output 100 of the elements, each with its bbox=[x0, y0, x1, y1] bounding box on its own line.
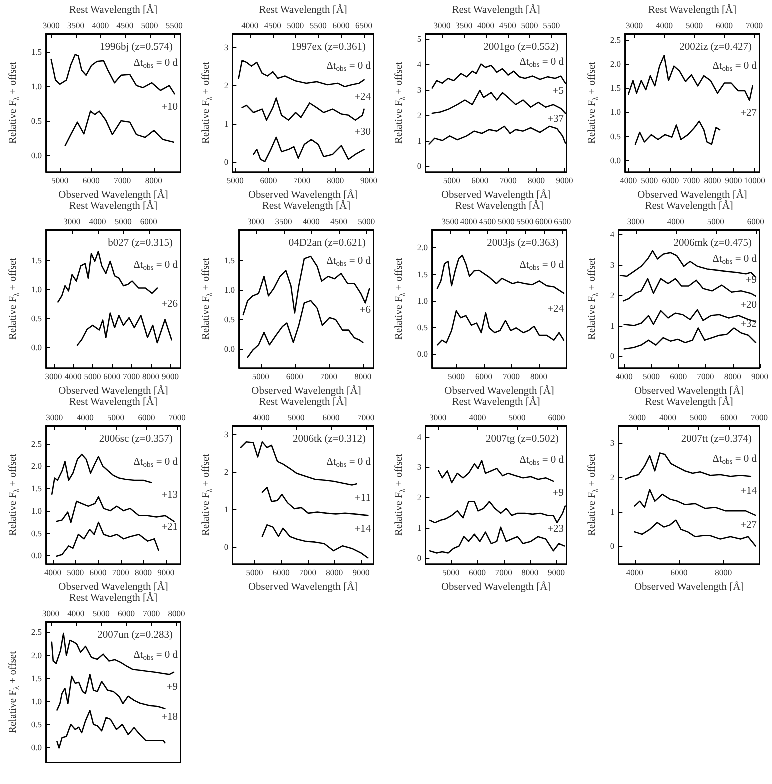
y-tick-label: 0.5 bbox=[610, 131, 622, 142]
x2-tick-label: 4500 bbox=[499, 20, 516, 30]
x2-axis-title: Rest Wavelength [Å] bbox=[645, 200, 734, 212]
text: 2007tg (z=0.502) bbox=[486, 434, 560, 445]
y-tick-label: 0 bbox=[224, 542, 229, 552]
x-tick-label: 6000 bbox=[475, 372, 492, 382]
annotation: Δt$_{obs}$ = 0 d bbox=[326, 456, 371, 469]
text: 2001go (z=0.552) bbox=[484, 42, 560, 53]
y-tick-label: 2.5 bbox=[31, 627, 42, 638]
x-tick-label: 7000 bbox=[502, 372, 520, 382]
y-tick-label: 4 bbox=[417, 432, 422, 442]
text: 2003js (z=0.363) bbox=[487, 238, 560, 249]
x-tick-label: 7000 bbox=[123, 372, 140, 382]
x-tick-label: 8000 bbox=[145, 176, 162, 186]
y-tick-label: 1.0 bbox=[31, 284, 42, 294]
line-series bbox=[634, 120, 721, 146]
annotation: +30 bbox=[354, 126, 371, 138]
x-tick-label: 4000 bbox=[616, 372, 633, 382]
x2-tick-label: 6000 bbox=[720, 412, 738, 422]
x2-tick-label: 4000 bbox=[477, 20, 494, 30]
annotation: +5 bbox=[552, 86, 564, 98]
x-tick-label: 9000 bbox=[352, 568, 370, 578]
line-series bbox=[76, 312, 173, 346]
annotation: +13 bbox=[162, 489, 178, 501]
x-axis-title: Observed Wavelength [Å] bbox=[638, 189, 748, 201]
x-tick-label: 9000 bbox=[548, 568, 565, 578]
annotation: Δt$_{obs}$ = 0 d bbox=[134, 650, 178, 662]
y-tick-label: 0.0 bbox=[31, 550, 42, 561]
x-tick-label: 8000 bbox=[704, 176, 722, 186]
y-tick-label: 0.0 bbox=[224, 344, 236, 354]
y-tick-label: 1.0 bbox=[31, 696, 42, 707]
line-series bbox=[634, 489, 756, 516]
x2-tick-label: 3000 bbox=[627, 216, 644, 226]
text: b027 (z=0.315) bbox=[108, 238, 174, 249]
x-tick-label: 9000 bbox=[158, 568, 175, 578]
x2-tick-label: 4000 bbox=[302, 216, 320, 226]
y-tick-label: 2 bbox=[417, 492, 422, 502]
y-tick-label: 3 bbox=[224, 42, 229, 53]
x-tick-label: 6000 bbox=[662, 176, 680, 186]
line-series bbox=[51, 632, 175, 676]
y-tick-label: 0 bbox=[417, 553, 422, 564]
line-series bbox=[624, 328, 757, 350]
x-tick-label: 6000 bbox=[118, 608, 135, 618]
x2-tick-label: 3000 bbox=[629, 412, 646, 422]
x2-tick-label: 6000 bbox=[332, 20, 350, 30]
x-axis-title: Observed Wavelength [Å] bbox=[248, 581, 358, 593]
annotation: Δt$_{obs}$ = 0 d bbox=[520, 454, 564, 467]
line-series bbox=[51, 454, 152, 496]
x2-tick-label: 5000 bbox=[141, 20, 158, 30]
x2-tick-label: 4000 bbox=[460, 216, 478, 226]
y-tick-label: 1.0 bbox=[31, 506, 42, 516]
x2-tick-label: 4000 bbox=[252, 412, 270, 422]
x-tick-label: 9000 bbox=[556, 176, 574, 186]
x2-tick-label: 5500 bbox=[516, 216, 534, 226]
annotation: Δt$_{obs}$ = 0 d bbox=[712, 61, 757, 74]
x-axis-title: Observed Wavelength [Å] bbox=[444, 385, 554, 397]
y-tick-label: 1.5 bbox=[610, 83, 622, 94]
x2-tick-label: 5500 bbox=[166, 20, 183, 30]
x2-tick-label: 4000 bbox=[76, 412, 94, 422]
x2-axis-title: Rest Wavelength [Å] bbox=[69, 396, 158, 408]
y-tick-label: 1.5 bbox=[31, 484, 42, 494]
x-tick-label: 7000 bbox=[294, 176, 311, 186]
y-tick-label: 1 bbox=[610, 506, 615, 517]
x2-tick-label: 3500 bbox=[67, 20, 84, 30]
y-tick-label: 1.5 bbox=[31, 46, 42, 57]
x-tick-label: 8000 bbox=[724, 372, 742, 382]
line-series bbox=[238, 60, 365, 88]
x2-tick-label: 4500 bbox=[116, 20, 134, 30]
x-tick-label: 6000 bbox=[286, 372, 304, 382]
x2-tick-label: 6000 bbox=[716, 20, 734, 30]
y-tick-label: 2.5 bbox=[610, 34, 622, 45]
x2-tick-label: 6000 bbox=[747, 216, 764, 226]
annotation: +11 bbox=[354, 493, 371, 505]
annotation: +24 bbox=[548, 304, 564, 316]
x-tick-label: 4000 bbox=[64, 372, 82, 382]
annotation: +9 bbox=[746, 275, 757, 287]
x-tick-label: 5000 bbox=[442, 568, 460, 578]
x2-axis-title: Rest Wavelength [Å] bbox=[262, 200, 351, 212]
line-series bbox=[436, 310, 565, 346]
x-tick-label: 8000 bbox=[168, 608, 186, 618]
x2-tick-label: 6500 bbox=[355, 20, 372, 30]
y-tick-label: 1 bbox=[417, 522, 422, 533]
x2-tick-label: 6500 bbox=[554, 216, 572, 226]
x-tick-label: 6000 bbox=[469, 568, 486, 578]
text: 2006sc (z=0.357) bbox=[99, 434, 174, 445]
x-tick-label: 5000 bbox=[226, 176, 244, 186]
x-tick-label: 6000 bbox=[472, 176, 489, 186]
x-axis-title: Observed Wavelength [Å] bbox=[58, 581, 168, 593]
x-tick-label: 3000 bbox=[45, 372, 62, 382]
x2-tick-label: 5500 bbox=[310, 20, 327, 30]
x2-tick-label: 5000 bbox=[686, 20, 704, 30]
text: 1996bj (z=0.574) bbox=[100, 42, 174, 53]
y-tick-label: 0.5 bbox=[31, 116, 42, 126]
annotation: Δt$_{obs}$ = 0 d bbox=[326, 60, 371, 73]
x-tick-label: 4000 bbox=[620, 176, 638, 186]
x2-tick-label: 4500 bbox=[330, 216, 348, 226]
x2-tick-label: 4500 bbox=[479, 216, 496, 226]
x-tick-label: 6000 bbox=[104, 372, 121, 382]
annotation: +27 bbox=[740, 519, 757, 531]
line-series bbox=[242, 256, 370, 316]
